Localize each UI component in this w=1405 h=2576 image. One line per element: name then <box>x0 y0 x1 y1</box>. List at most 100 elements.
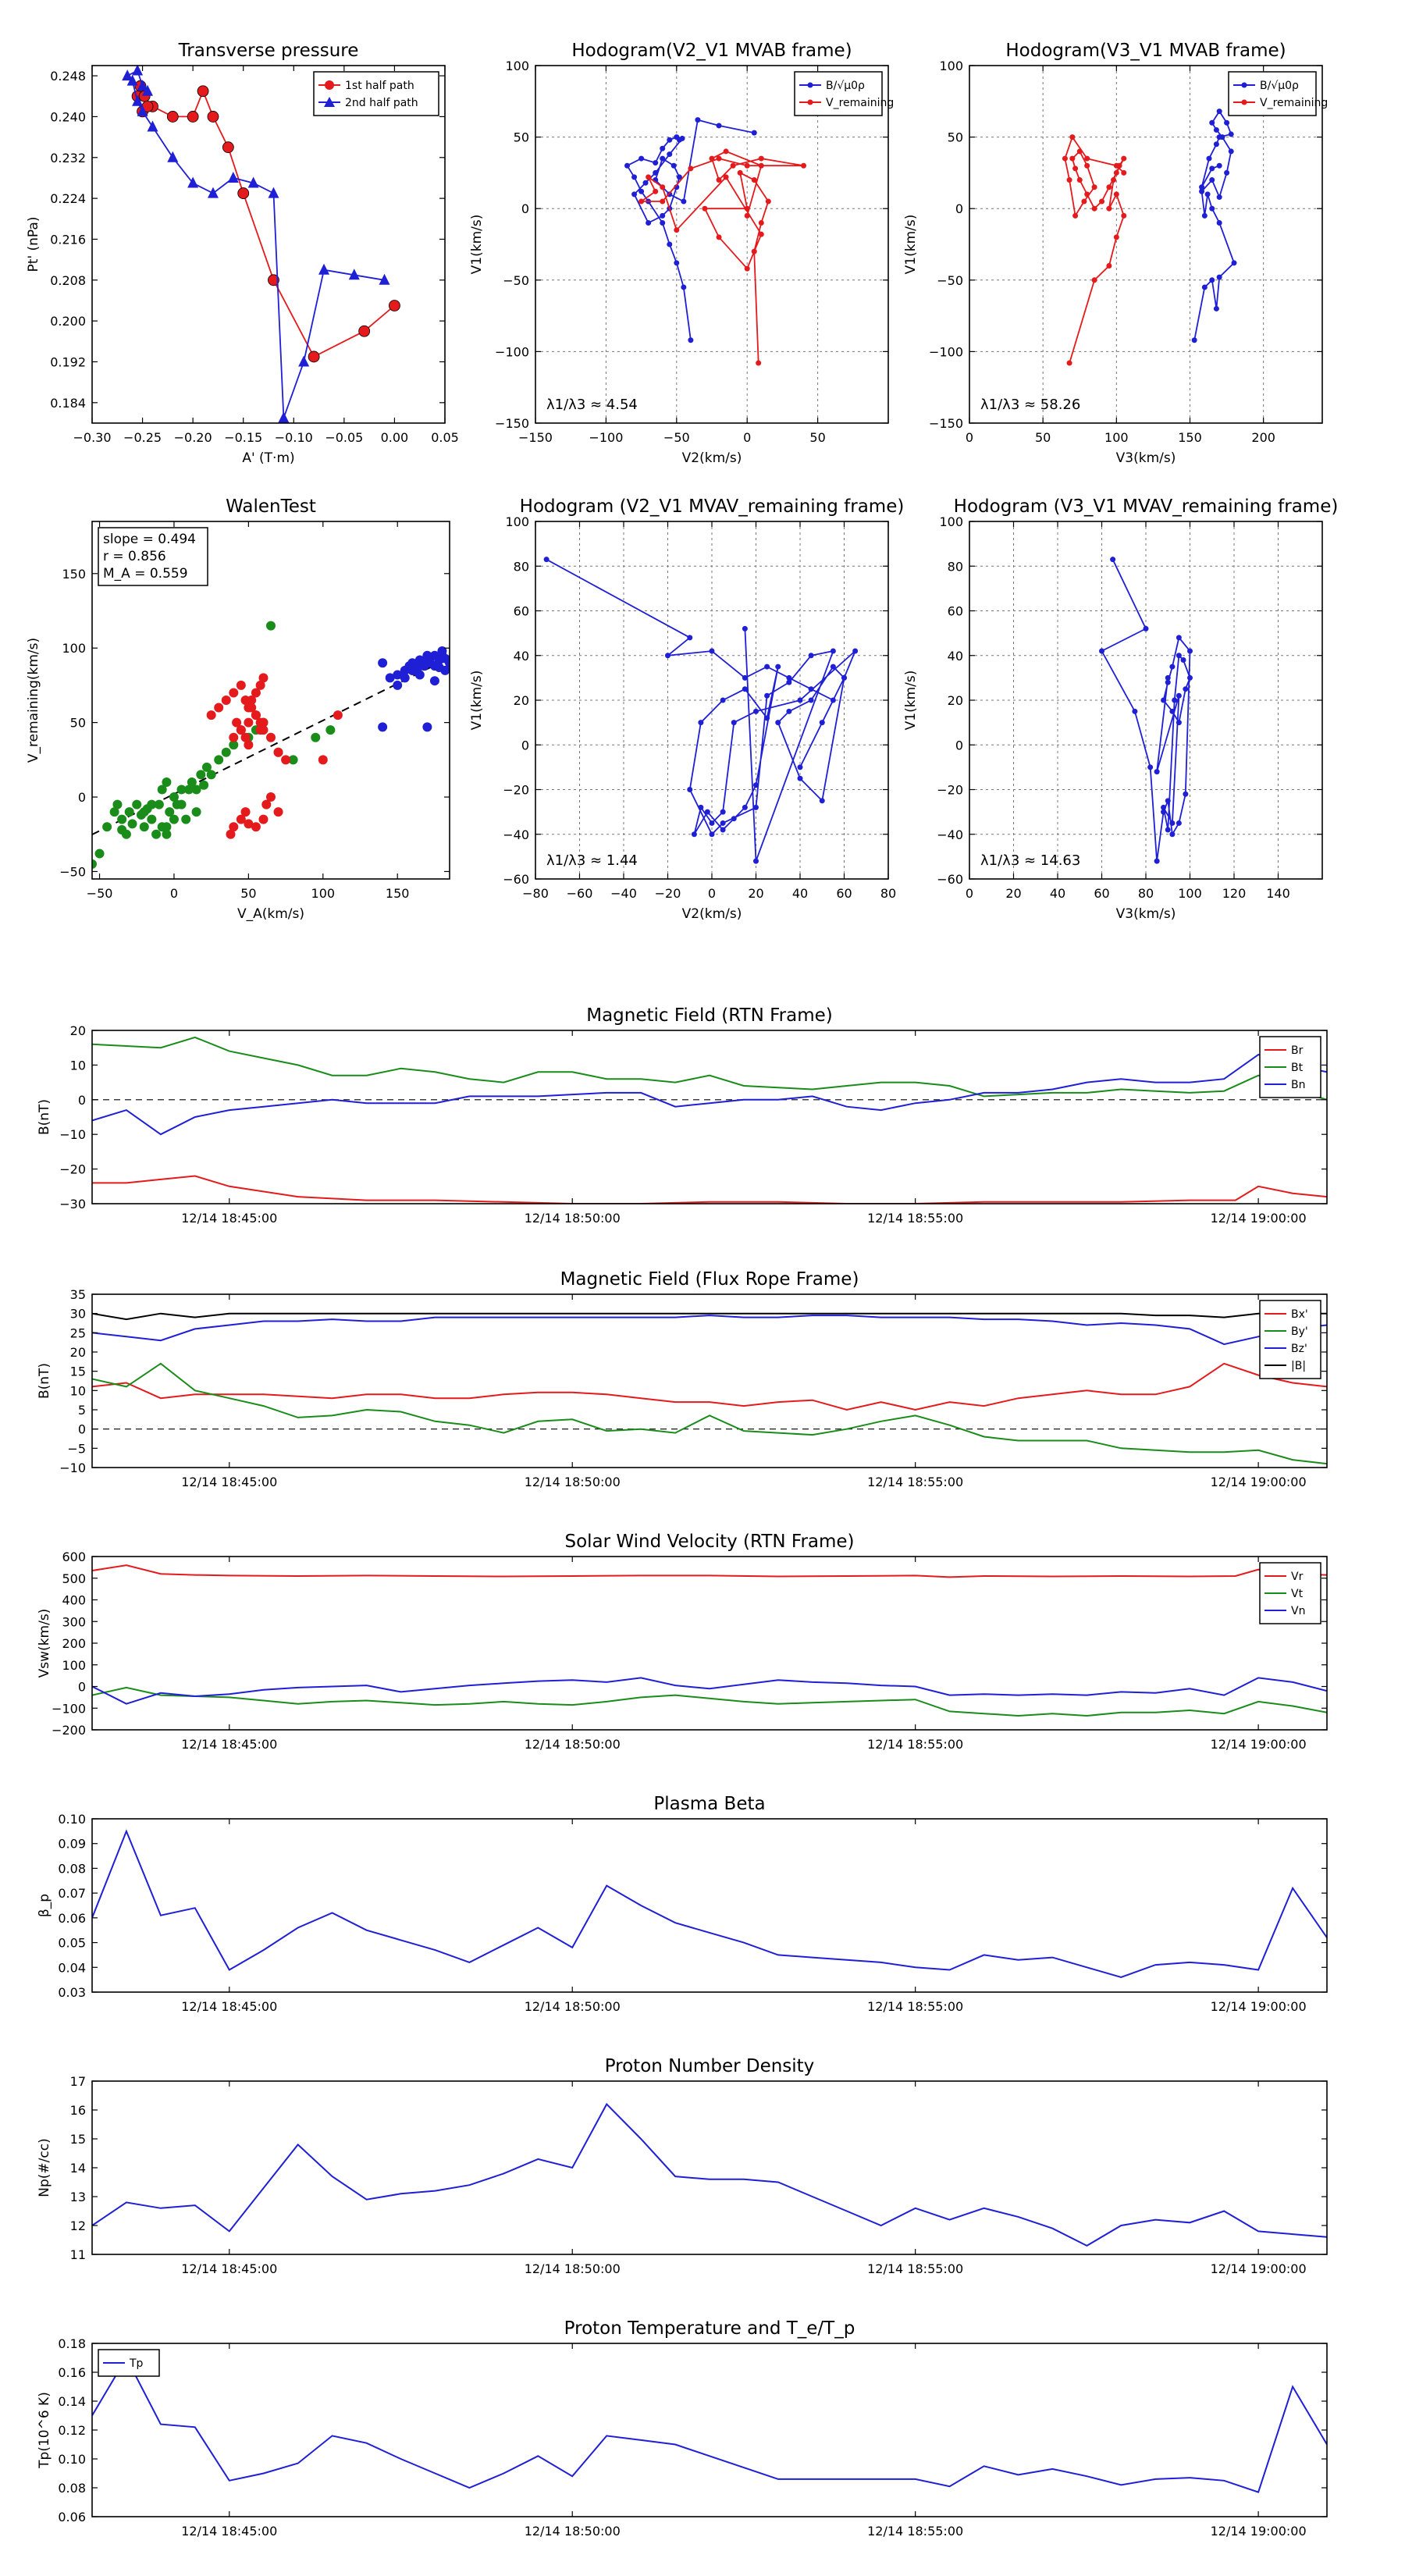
y-tick-label: −40 <box>937 827 963 842</box>
chart-title: Proton Number Density <box>605 2056 815 2076</box>
scatter-point <box>325 725 336 735</box>
y-tick-label: 0.06 <box>58 1911 86 1926</box>
y-tick-label: 0.18 <box>58 2336 86 2351</box>
y-axis-label: Np(#/cc) <box>37 2138 52 2197</box>
series-line <box>92 1315 1327 1346</box>
y-axis-label: Tp(10^6 K) <box>37 2392 52 2469</box>
y-tick-label: −50 <box>59 864 86 879</box>
data-point <box>187 176 199 188</box>
y-tick-label: 15 <box>70 1364 86 1379</box>
data-point <box>1231 260 1237 266</box>
data-point <box>1132 708 1138 714</box>
y-tick-label: 15 <box>70 2132 86 2147</box>
y-tick-label: 35 <box>70 1287 86 1302</box>
series-line <box>92 1677 1327 1705</box>
y-tick-label: 100 <box>939 59 963 73</box>
y-tick-label: 0.208 <box>50 273 86 288</box>
annotation: λ1/λ3 ≈ 14.63 <box>980 852 1080 869</box>
scatter-point <box>157 785 167 795</box>
scatter-point <box>229 688 239 698</box>
data-point <box>653 160 659 166</box>
y-tick-label: 0.05 <box>58 1936 86 1951</box>
x-tick-label: 40 <box>1050 886 1065 901</box>
scatter-point <box>247 696 257 705</box>
chart-title: Hodogram (V2_V1 MVAV_remaining frame) <box>520 496 905 517</box>
scatter-point <box>236 725 246 735</box>
y-tick-label: 0.12 <box>58 2423 86 2438</box>
y-tick-label: 0 <box>78 1093 86 1108</box>
chart-title: Proton Temperature and T_e/T_p <box>564 2318 855 2339</box>
data-point <box>764 692 770 699</box>
scatter-point <box>132 799 142 809</box>
x-tick-label: 12/14 18:55:00 <box>867 1211 963 1226</box>
data-point <box>1066 360 1072 366</box>
data-point <box>765 198 771 205</box>
y-tick-label: 0.192 <box>50 354 86 369</box>
x-tick-label: 150 <box>386 886 410 901</box>
chart-tp: Proton Temperature and T_e/T_p 12/14 18:4… <box>37 2318 1328 2539</box>
series-line <box>92 2102 1327 2247</box>
scatter-point <box>255 717 265 728</box>
scatter-point <box>273 807 283 817</box>
legend-label: Bx' <box>1291 1308 1308 1321</box>
x-tick-label: 200 <box>1251 430 1275 445</box>
data-point <box>1084 162 1090 169</box>
data-point <box>1147 764 1154 770</box>
data-point <box>1113 191 1119 197</box>
data-point <box>1111 177 1117 183</box>
x-tick-label: 12/14 18:50:00 <box>525 2261 621 2276</box>
axes-frame <box>91 65 446 424</box>
legend-marker <box>807 82 813 88</box>
scatter-point <box>261 799 272 809</box>
y-tick-label: 0.224 <box>50 191 86 206</box>
y-tick-label: 20 <box>514 693 529 708</box>
y-tick-label: 11 <box>70 2247 86 2262</box>
scatter-point <box>226 829 236 839</box>
series-line <box>92 1686 1327 1717</box>
data-point <box>166 111 179 123</box>
scatter-point <box>117 814 127 824</box>
series-line <box>626 119 755 340</box>
scatter-point <box>201 762 212 772</box>
data-point <box>1161 809 1167 815</box>
data-point <box>638 188 645 194</box>
stats-box <box>98 527 208 586</box>
scatter-point <box>214 755 224 765</box>
series-line <box>137 84 395 358</box>
y-tick-label: 0 <box>78 1422 86 1437</box>
y-tick-label: 0.08 <box>58 2481 86 2496</box>
data-point <box>704 809 710 815</box>
series-line <box>92 1054 1327 1136</box>
scatter-point <box>191 785 201 795</box>
data-point <box>1216 220 1222 226</box>
scatter-point <box>94 849 105 859</box>
data-point <box>1161 804 1167 810</box>
legend-marker <box>325 80 334 90</box>
series-line <box>92 1829 1327 1979</box>
y-tick-label: 0 <box>955 738 963 753</box>
data-point <box>753 858 759 864</box>
legend-label: By' <box>1291 1325 1308 1338</box>
data-point <box>819 798 825 804</box>
scatter-point <box>229 732 239 742</box>
x-tick-label: −0.10 <box>275 430 313 445</box>
scatter-point <box>147 814 157 824</box>
y-tick-label: 0.232 <box>50 151 86 165</box>
x-tick-label: 0.05 <box>431 430 459 445</box>
data-point <box>775 720 781 726</box>
data-group <box>92 2102 1327 2247</box>
y-tick-label: 20 <box>70 1023 86 1038</box>
y-tick-label: −100 <box>929 344 963 359</box>
data-point <box>687 787 693 792</box>
y-tick-label: 0 <box>521 201 529 216</box>
annotation: λ1/λ3 ≈ 1.44 <box>546 852 638 869</box>
scatter-point <box>281 755 291 765</box>
data-point <box>1110 557 1116 563</box>
legend-box <box>794 71 883 116</box>
x-tick-label: 12/14 18:45:00 <box>181 2261 277 2276</box>
data-point <box>298 355 310 367</box>
x-tick-label: 40 <box>792 886 808 901</box>
scatter-point <box>206 710 216 720</box>
y-tick-label: 100 <box>62 1658 86 1673</box>
legend-box <box>313 71 439 116</box>
